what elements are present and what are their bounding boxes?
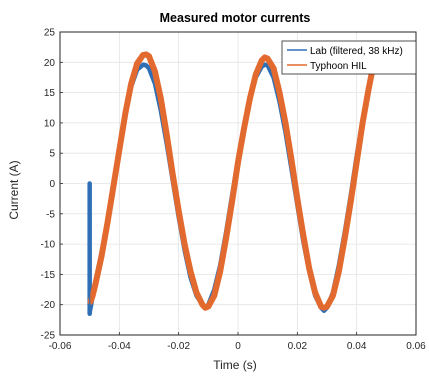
x-tick-label: 0.04 xyxy=(347,341,367,352)
legend-label-lab: Lab (filtered, 38 kHz) xyxy=(310,46,403,57)
x-tick-label: -0.04 xyxy=(108,341,131,352)
y-tick-label: 5 xyxy=(49,149,55,160)
y-tick-label: -20 xyxy=(41,300,56,311)
y-tick-label: 20 xyxy=(44,58,56,69)
legend-label-typhoon: Typhoon HIL xyxy=(310,61,367,72)
y-tick-label: 0 xyxy=(49,179,55,190)
x-tick-label: 0 xyxy=(235,341,241,352)
x-tick-label: 0.02 xyxy=(288,341,308,352)
y-tick-label: -15 xyxy=(41,270,56,281)
y-tick-label: -10 xyxy=(41,240,56,251)
legend: Lab (filtered, 38 kHz) Typhoon HIL xyxy=(282,41,416,74)
y-tick-label: -5 xyxy=(46,209,55,220)
x-tick-label: -0.02 xyxy=(167,341,190,352)
y-tick-label: 15 xyxy=(44,88,56,99)
chart-title: Measured motor currents xyxy=(160,11,311,25)
y-axis-label: Current (A) xyxy=(7,160,21,219)
y-tick-label: 10 xyxy=(44,118,56,129)
x-tick-label: 0.06 xyxy=(406,341,426,352)
x-tick-label: -0.06 xyxy=(49,341,72,352)
y-tick-label: 25 xyxy=(44,28,56,39)
x-axis-label: Time (s) xyxy=(213,358,257,372)
y-tick-label: -25 xyxy=(41,331,56,342)
